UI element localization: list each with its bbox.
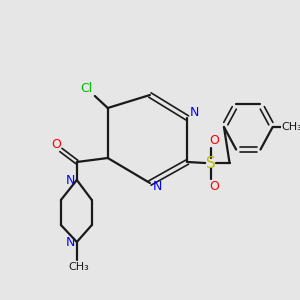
Text: CH₃: CH₃ bbox=[68, 262, 89, 272]
Text: CH₃: CH₃ bbox=[281, 122, 300, 132]
Text: N: N bbox=[66, 236, 75, 248]
Text: S: S bbox=[206, 155, 216, 170]
Text: O: O bbox=[51, 139, 61, 152]
Text: N: N bbox=[153, 181, 162, 194]
Text: Cl: Cl bbox=[80, 82, 92, 94]
Text: O: O bbox=[210, 179, 220, 193]
Text: O: O bbox=[210, 134, 220, 148]
Text: N: N bbox=[66, 173, 75, 187]
Text: N: N bbox=[190, 106, 200, 119]
